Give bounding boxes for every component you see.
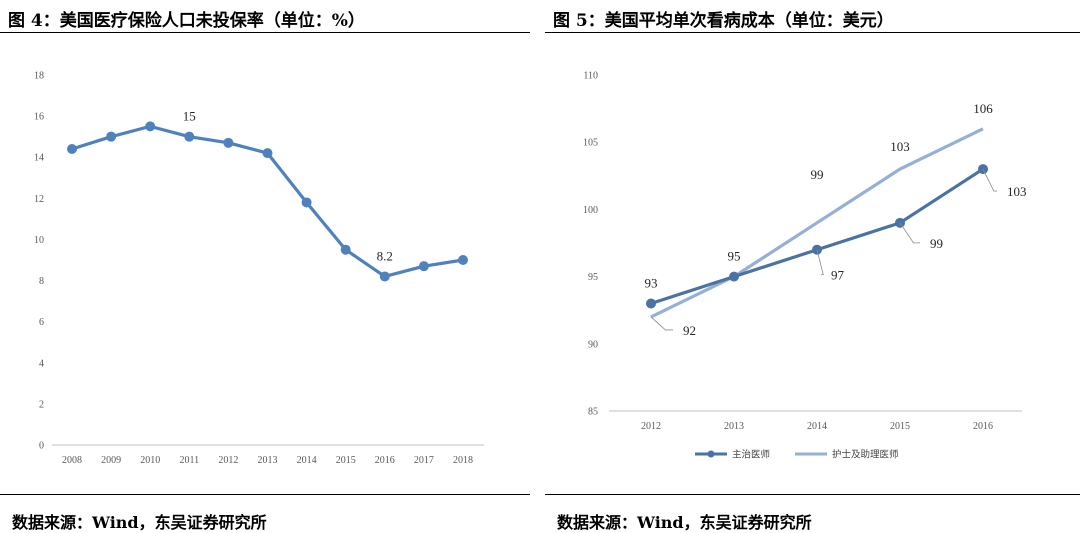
title-rule (545, 32, 1080, 33)
data-label: 92 (683, 323, 696, 338)
x-tick-label: 2017 (414, 455, 434, 466)
data-point (646, 298, 656, 309)
y-tick-label: 105 (583, 138, 598, 149)
y-tick-label: 90 (588, 339, 598, 350)
source-rule (545, 494, 1080, 495)
title-rule (0, 32, 530, 33)
data-point (301, 197, 312, 208)
x-tick-label: 2013 (258, 455, 278, 466)
uninsured-rate-chart: 0 2 4 6 8 10 12 14 16 18 2008 2009 2010 2011 2012 2013 2… (34, 71, 484, 466)
source-note: 数据来源：Wind，东吴证券研究所 (12, 513, 267, 532)
y-tick-label: 10 (34, 235, 44, 246)
legend-marker (707, 450, 715, 458)
label-leader-line (899, 222, 920, 244)
x-tick-label: 2011 (179, 455, 199, 466)
x-tick-label: 2016 (973, 421, 993, 432)
data-point (729, 271, 739, 282)
y-tick-label: 0 (39, 441, 44, 452)
legend-label: 护士及助理医师 (832, 449, 899, 461)
data-label: 15 (183, 109, 196, 124)
data-point (145, 121, 156, 132)
y-tick-label: 100 (583, 205, 598, 216)
y-tick-label: 4 (39, 358, 44, 369)
label-leader-line (816, 249, 824, 276)
data-label: 106 (973, 101, 993, 116)
data-label: 99 (930, 236, 943, 251)
x-tick-label: 2018 (453, 455, 473, 466)
x-tick-label: 2014 (807, 421, 827, 432)
data-point (379, 271, 390, 282)
x-tick-label: 2016 (375, 455, 395, 466)
y-tick-label: 2 (39, 399, 44, 410)
series-line-nurse (650, 127, 984, 319)
y-tick-label: 16 (34, 112, 44, 123)
data-label: 99 (811, 167, 824, 182)
chart-title: 图 5：美国平均单次看病成本（单位：美元） (553, 11, 894, 31)
data-label: 103 (890, 139, 910, 154)
y-tick-label: 95 (588, 272, 598, 283)
data-point (262, 148, 273, 159)
data-point (184, 131, 195, 142)
x-tick-label: 2015 (336, 455, 356, 466)
right-chart-panel: 图 5：美国平均单次看病成本（单位：美元） 85 90 95 100 105 110 201… (545, 0, 1080, 533)
y-tick-label: 18 (34, 71, 44, 82)
data-point (223, 137, 234, 148)
data-label: 8.2 (377, 248, 393, 263)
data-point (106, 131, 117, 142)
label-leader-line (982, 168, 997, 192)
y-tick-label: 110 (583, 71, 598, 82)
chart-title: 图 4：美国医疗保险人口未投保率（单位：%） (8, 11, 365, 31)
data-point (418, 261, 429, 272)
y-tick-label: 8 (39, 276, 44, 287)
data-label: 103 (1007, 184, 1027, 199)
x-tick-label: 2010 (140, 455, 160, 466)
y-tick-label: 85 (588, 407, 598, 418)
x-tick-label: 2008 (62, 455, 82, 466)
y-tick-label: 6 (39, 317, 44, 328)
data-point (458, 255, 468, 265)
source-rule (0, 494, 530, 495)
left-chart-panel: 图 4：美国医疗保险人口未投保率（单位：%） 0 2 4 6 8 10 12 14 16 18 20… (0, 0, 530, 533)
data-label: 93 (645, 275, 658, 290)
x-tick-label: 2015 (890, 421, 910, 432)
data-point (67, 144, 77, 154)
data-label: 97 (831, 268, 845, 283)
x-tick-label: 2013 (724, 421, 744, 432)
source-note: 数据来源：Wind，东吴证券研究所 (557, 513, 812, 532)
data-point (340, 244, 351, 255)
label-leader-line (650, 316, 673, 331)
x-tick-label: 2014 (297, 455, 317, 466)
y-tick-label: 12 (34, 194, 44, 205)
data-label: 95 (728, 249, 741, 264)
x-tick-label: 2012 (641, 421, 661, 432)
legend-label: 主治医师 (732, 449, 770, 461)
x-tick-label: 2009 (101, 455, 121, 466)
y-tick-label: 14 (34, 153, 44, 164)
visit-cost-chart: 85 90 95 100 105 110 2012 2013 2014 2015 2016 93 95 9… (583, 71, 1027, 461)
x-tick-label: 2012 (218, 455, 238, 466)
